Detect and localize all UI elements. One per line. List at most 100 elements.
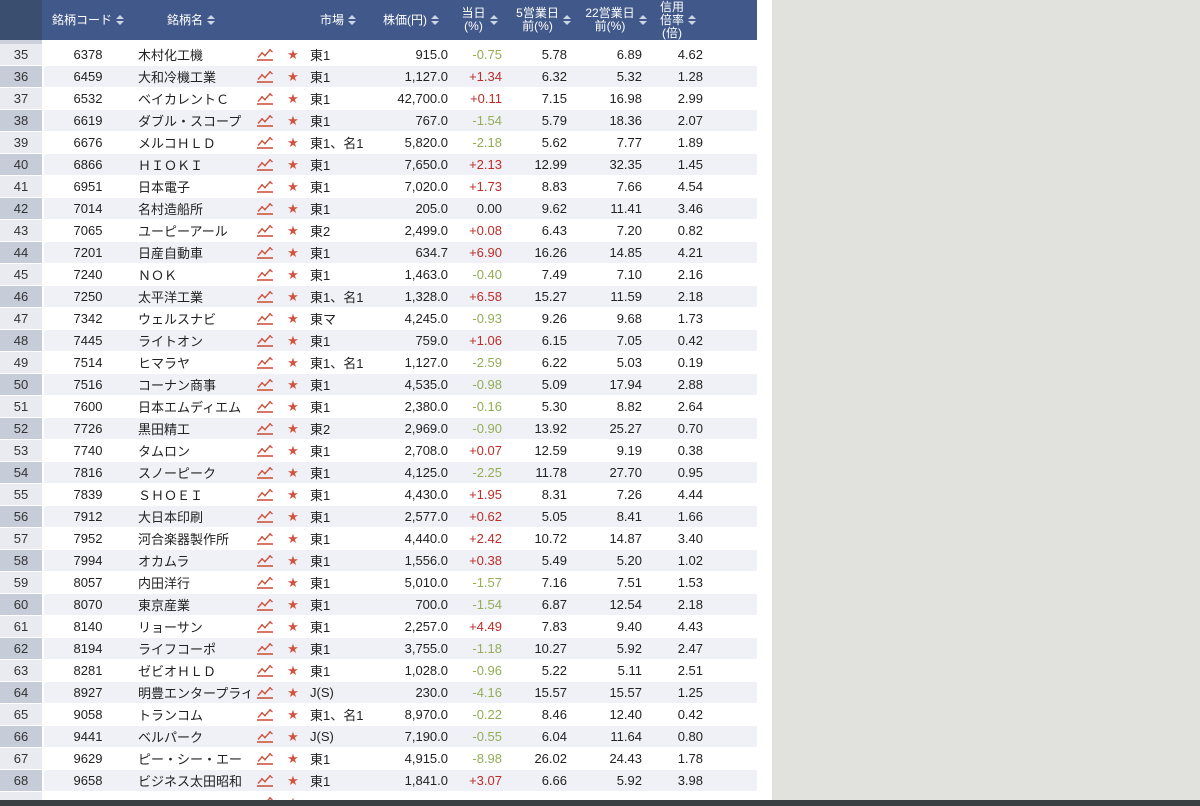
favorite-star-icon[interactable]: ★	[287, 641, 299, 656]
line-chart-icon[interactable]	[256, 400, 274, 413]
line-chart-icon[interactable]	[256, 356, 274, 369]
line-chart-icon[interactable]	[256, 466, 274, 479]
line-chart-icon[interactable]	[256, 576, 274, 589]
favorite-star-icon[interactable]: ★	[287, 289, 299, 304]
change-22d: 18.36	[580, 110, 652, 131]
header-market[interactable]: 市場	[306, 0, 370, 40]
favorite-star-icon[interactable]: ★	[287, 773, 299, 788]
change-22d: 7.20	[616, 223, 642, 238]
line-chart-icon[interactable]	[256, 114, 274, 127]
favorite-star-icon[interactable]: ★	[287, 553, 299, 568]
sort-updown-icon[interactable]	[489, 15, 498, 25]
sort-updown-icon[interactable]	[348, 15, 356, 25]
line-chart-icon[interactable]	[256, 92, 274, 105]
line-chart-icon[interactable]	[256, 224, 274, 237]
favorite-star-icon[interactable]: ★	[287, 597, 299, 612]
change-5d: 6.22	[541, 355, 567, 370]
line-chart-icon[interactable]	[256, 752, 274, 765]
line-chart-icon[interactable]	[256, 202, 274, 215]
line-chart-icon[interactable]	[256, 642, 274, 655]
table-row: 63 8281 ゼビオＨＬＤ ★ 東1 1,028.0 -0.96 5.22 5…	[0, 660, 757, 682]
favorite-star-icon[interactable]: ★	[287, 399, 299, 414]
favorite-star-icon[interactable]: ★	[287, 685, 299, 700]
line-chart-icon[interactable]	[256, 774, 274, 787]
header-5day-change[interactable]: 5営業日 前(%)	[507, 0, 580, 40]
line-chart-icon[interactable]	[256, 510, 274, 523]
favorite-star-icon[interactable]: ★	[287, 531, 299, 546]
favorite-star-icon[interactable]: ★	[287, 729, 299, 744]
favorite-star-icon[interactable]: ★	[287, 91, 299, 106]
favorite-star-icon[interactable]: ★	[287, 509, 299, 524]
change-5d: 11.78	[507, 462, 580, 483]
sort-updown-icon[interactable]	[207, 15, 215, 25]
line-chart-icon[interactable]	[256, 620, 274, 633]
favorite-star-icon[interactable]: ★	[287, 663, 299, 678]
line-chart-icon[interactable]	[256, 488, 274, 501]
chart-cell	[250, 396, 280, 417]
line-chart-icon[interactable]	[256, 180, 274, 193]
star-cell: ★	[280, 770, 306, 791]
favorite-star-icon[interactable]: ★	[287, 421, 299, 436]
line-chart-icon[interactable]	[256, 48, 274, 61]
line-chart-icon[interactable]	[256, 158, 274, 171]
favorite-star-icon[interactable]: ★	[287, 355, 299, 370]
rank-cell: 57	[0, 528, 42, 549]
favorite-star-icon[interactable]: ★	[287, 267, 299, 282]
rank-cell: 56	[0, 506, 42, 527]
line-chart-icon[interactable]	[256, 378, 274, 391]
line-chart-icon[interactable]	[256, 708, 274, 721]
favorite-star-icon[interactable]: ★	[287, 443, 299, 458]
sort-updown-icon[interactable]	[116, 15, 124, 25]
sort-updown-icon[interactable]	[688, 15, 697, 25]
favorite-star-icon[interactable]: ★	[287, 179, 299, 194]
favorite-star-icon[interactable]: ★	[287, 751, 299, 766]
line-chart-icon[interactable]	[256, 554, 274, 567]
header-stock-code[interactable]: 銘柄コード	[44, 0, 132, 40]
favorite-star-icon[interactable]: ★	[287, 707, 299, 722]
favorite-star-icon[interactable]: ★	[287, 796, 299, 800]
line-chart-icon[interactable]	[256, 598, 274, 611]
line-chart-icon[interactable]	[256, 664, 274, 677]
star-cell: ★	[280, 550, 306, 571]
favorite-star-icon[interactable]: ★	[287, 113, 299, 128]
sort-updown-icon[interactable]	[562, 15, 571, 25]
header-22day-change[interactable]: 22営業日 前(%)	[580, 0, 652, 40]
line-chart-icon[interactable]	[256, 290, 274, 303]
favorite-star-icon[interactable]: ★	[287, 245, 299, 260]
favorite-star-icon[interactable]: ★	[287, 465, 299, 480]
header-margin-ratio[interactable]: 信用 倍率 (倍)	[652, 0, 757, 40]
rank-cell: 53	[0, 440, 42, 461]
line-chart-icon[interactable]	[256, 268, 274, 281]
line-chart-icon[interactable]	[256, 686, 274, 699]
market: 東1	[310, 400, 331, 415]
line-chart-icon[interactable]	[256, 444, 274, 457]
day-change: 0.00	[452, 198, 507, 219]
line-chart-icon[interactable]	[256, 246, 274, 259]
favorite-star-icon[interactable]: ★	[287, 487, 299, 502]
favorite-star-icon[interactable]: ★	[287, 201, 299, 216]
line-chart-icon[interactable]	[256, 796, 274, 800]
line-chart-icon[interactable]	[256, 532, 274, 545]
sort-updown-icon[interactable]	[431, 15, 439, 25]
favorite-star-icon[interactable]: ★	[287, 311, 299, 326]
favorite-star-icon[interactable]: ★	[287, 333, 299, 348]
header-day-change[interactable]: 当日 (%)	[452, 0, 507, 40]
sort-updown-icon[interactable]	[638, 15, 647, 25]
favorite-star-icon[interactable]: ★	[287, 575, 299, 590]
line-chart-icon[interactable]	[256, 334, 274, 347]
favorite-star-icon[interactable]: ★	[287, 47, 299, 62]
favorite-star-icon[interactable]: ★	[287, 135, 299, 150]
stock-code: 7740	[73, 443, 103, 458]
header-stock-name[interactable]: 銘柄名	[132, 0, 250, 40]
line-chart-icon[interactable]	[256, 70, 274, 83]
favorite-star-icon[interactable]: ★	[287, 223, 299, 238]
favorite-star-icon[interactable]: ★	[287, 69, 299, 84]
line-chart-icon[interactable]	[256, 422, 274, 435]
header-price[interactable]: 株価(円)	[370, 0, 452, 40]
favorite-star-icon[interactable]: ★	[287, 377, 299, 392]
line-chart-icon[interactable]	[256, 730, 274, 743]
line-chart-icon[interactable]	[256, 136, 274, 149]
favorite-star-icon[interactable]: ★	[287, 619, 299, 634]
favorite-star-icon[interactable]: ★	[287, 157, 299, 172]
line-chart-icon[interactable]	[256, 312, 274, 325]
